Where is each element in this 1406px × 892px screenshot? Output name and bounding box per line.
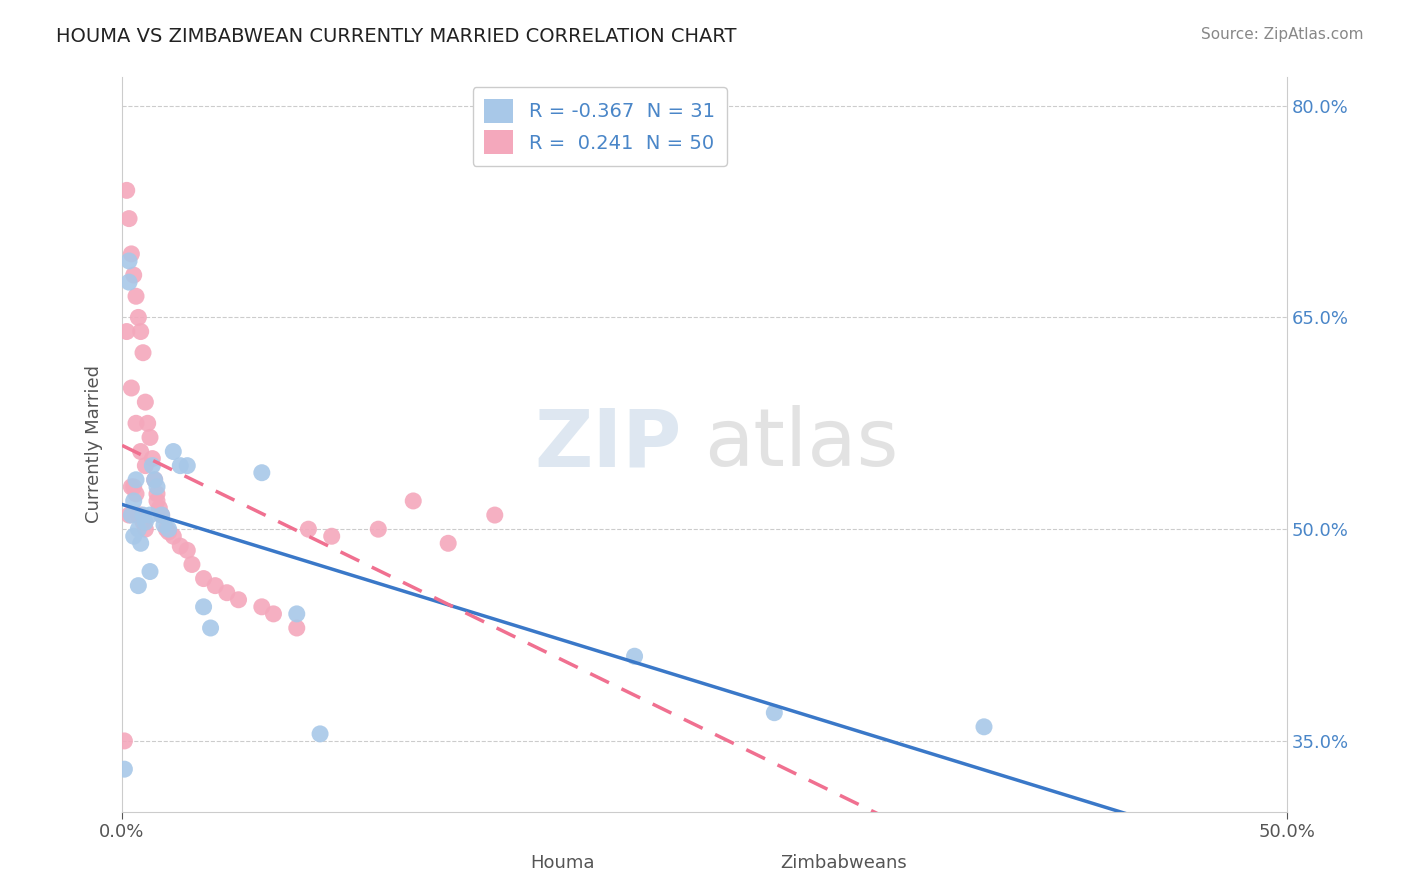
Point bbox=[134, 458, 156, 473]
Point bbox=[120, 508, 142, 522]
Point bbox=[115, 183, 138, 197]
Point bbox=[176, 458, 198, 473]
Point bbox=[169, 458, 191, 473]
Point bbox=[134, 515, 156, 529]
Text: HOUMA VS ZIMBABWEAN CURRENTLY MARRIED CORRELATION CHART: HOUMA VS ZIMBABWEAN CURRENTLY MARRIED CO… bbox=[56, 27, 737, 45]
Point bbox=[139, 508, 162, 522]
Text: atlas: atlas bbox=[704, 406, 898, 483]
Y-axis label: Currently Married: Currently Married bbox=[86, 366, 103, 524]
Point bbox=[200, 621, 222, 635]
Point bbox=[146, 487, 169, 501]
Point bbox=[136, 417, 159, 431]
Point bbox=[132, 508, 155, 522]
Text: Houma: Houma bbox=[530, 855, 595, 872]
Point bbox=[150, 508, 173, 522]
Point bbox=[129, 536, 152, 550]
Point bbox=[118, 254, 141, 268]
Point bbox=[623, 649, 645, 664]
Point bbox=[132, 515, 155, 529]
Point bbox=[402, 494, 425, 508]
Point bbox=[763, 706, 786, 720]
Point bbox=[120, 247, 142, 261]
Point bbox=[193, 599, 215, 614]
Point bbox=[176, 543, 198, 558]
Point bbox=[120, 480, 142, 494]
Point bbox=[139, 565, 162, 579]
Point bbox=[122, 529, 145, 543]
Point bbox=[122, 480, 145, 494]
Legend: R = -0.367  N = 31, R =  0.241  N = 50: R = -0.367 N = 31, R = 0.241 N = 50 bbox=[472, 87, 727, 166]
Point bbox=[118, 211, 141, 226]
Point bbox=[125, 289, 148, 303]
Text: Source: ZipAtlas.com: Source: ZipAtlas.com bbox=[1201, 27, 1364, 42]
Point bbox=[115, 325, 138, 339]
Point bbox=[118, 275, 141, 289]
Point bbox=[143, 473, 166, 487]
Point bbox=[250, 466, 273, 480]
Point bbox=[285, 607, 308, 621]
Point bbox=[181, 558, 204, 572]
Text: ZIP: ZIP bbox=[534, 406, 681, 483]
Point bbox=[132, 345, 155, 359]
Point bbox=[193, 572, 215, 586]
Point bbox=[112, 734, 135, 748]
Point bbox=[150, 508, 173, 522]
Point bbox=[228, 592, 250, 607]
Text: Zimbabweans: Zimbabweans bbox=[780, 855, 907, 872]
Point bbox=[250, 599, 273, 614]
Point bbox=[120, 381, 142, 395]
Point bbox=[134, 522, 156, 536]
Point bbox=[162, 529, 184, 543]
Point bbox=[127, 579, 149, 593]
Point bbox=[285, 621, 308, 635]
Point bbox=[112, 762, 135, 776]
Point bbox=[129, 444, 152, 458]
Point bbox=[143, 473, 166, 487]
Point bbox=[367, 522, 389, 536]
Point bbox=[973, 720, 995, 734]
Point bbox=[125, 417, 148, 431]
Point bbox=[263, 607, 285, 621]
Point bbox=[134, 395, 156, 409]
Point bbox=[146, 480, 169, 494]
Point bbox=[146, 494, 169, 508]
Point bbox=[125, 473, 148, 487]
Point bbox=[437, 536, 460, 550]
Point bbox=[215, 585, 238, 599]
Point bbox=[309, 727, 332, 741]
Point bbox=[297, 522, 319, 536]
Point bbox=[118, 508, 141, 522]
Point bbox=[127, 522, 149, 536]
Point bbox=[141, 451, 163, 466]
Point bbox=[148, 501, 170, 516]
Point bbox=[321, 529, 343, 543]
Point bbox=[129, 325, 152, 339]
Point bbox=[153, 518, 176, 533]
Point bbox=[122, 494, 145, 508]
Point bbox=[139, 430, 162, 444]
Point bbox=[122, 268, 145, 282]
Point bbox=[125, 487, 148, 501]
Point bbox=[141, 458, 163, 473]
Point bbox=[169, 539, 191, 553]
Point bbox=[484, 508, 506, 522]
Point bbox=[157, 522, 180, 536]
Point bbox=[127, 310, 149, 325]
Point bbox=[204, 579, 226, 593]
Point bbox=[155, 522, 177, 536]
Point bbox=[157, 524, 180, 539]
Point bbox=[162, 444, 184, 458]
Point bbox=[129, 508, 152, 522]
Point bbox=[127, 508, 149, 522]
